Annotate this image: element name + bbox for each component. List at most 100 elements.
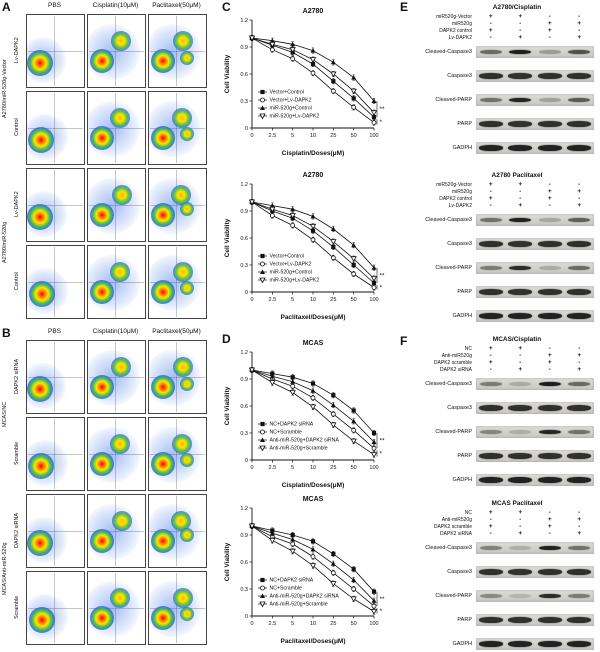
flow-column-header: Paclitaxel(50μM): [152, 2, 201, 9]
flow-group-label: MCAS/Anti-miR-520g: [1, 542, 8, 595]
flow-row-label: Lv-DAPK2: [13, 37, 20, 63]
quadrant-line-horizontal: [150, 454, 205, 455]
blot-band: [478, 641, 503, 647]
blot-strip: [476, 142, 594, 154]
blot-band: [567, 569, 592, 575]
y-tick-label: 0.9: [240, 533, 248, 539]
flow-density-blob: [179, 281, 194, 296]
condition-sign: -: [489, 19, 492, 27]
condition-sign: +: [518, 508, 523, 516]
y-tick-label: 0.6: [240, 236, 248, 242]
y-tick-label: 0.9: [240, 209, 248, 215]
blot-band: [478, 73, 503, 79]
condition-sign: +: [577, 529, 582, 537]
condition-sign: -: [519, 522, 522, 530]
blot-band: [567, 641, 592, 647]
x-tick-label: 5: [291, 297, 294, 303]
condition-label: Anti-miR520g: [441, 353, 472, 359]
blot-band: [508, 121, 533, 127]
blot-title: A2780/Cisplatin: [492, 4, 542, 11]
x-tick-label: 25: [330, 297, 336, 303]
flow-density-blob: [150, 280, 175, 305]
x-tick-label: 50: [351, 297, 357, 303]
flow-density-blob: [28, 452, 55, 479]
series-marker: [351, 271, 357, 277]
flow-density-blob: [150, 529, 175, 554]
panel-e-label: E: [400, 0, 409, 14]
quadrant-line-vertical: [175, 419, 177, 489]
blot-band: [537, 241, 562, 247]
condition-sign: +: [577, 19, 582, 27]
series-marker: [309, 404, 317, 411]
flow-plot: [87, 168, 146, 242]
series-marker: [310, 554, 316, 559]
quadrant-line-horizontal: [28, 282, 83, 283]
series-marker: [309, 223, 317, 230]
blot-strip: [476, 118, 594, 130]
flow-plot: [148, 417, 207, 491]
condition-sign: -: [578, 522, 581, 530]
legend-marker: [260, 585, 265, 591]
flow-density-blob: [27, 49, 53, 76]
legend-label: miR-520g+Lv-DAPK2: [270, 114, 320, 120]
series-marker: [331, 79, 336, 84]
line-chart: MCAS 0 0.3 0.6 0.9 1.2 0 2.5 5 10 25 50 100 Paclitaxe…: [224, 496, 386, 645]
quadrant-line-vertical: [175, 573, 177, 643]
blot-band: [537, 617, 562, 623]
blot-strip: [476, 590, 594, 602]
panel-f: F MCAS/Cisplatin NC + + - - Anti-miR520g - - + + DA…: [398, 334, 600, 652]
condition-sign: -: [519, 515, 522, 523]
condition-sign: -: [519, 194, 522, 202]
legend-marker: [260, 105, 265, 110]
x-tick-label: 5: [291, 621, 294, 627]
flow-density-blob: [173, 30, 194, 51]
flow-density-blob: [111, 184, 132, 205]
condition-label: miR520g-Vector: [436, 14, 472, 20]
flow-plot: [26, 91, 85, 165]
quadrant-line-horizontal: [28, 128, 83, 129]
blot-band: [567, 313, 592, 319]
condition-sign: +: [488, 194, 493, 202]
blot-band: [478, 121, 503, 127]
blot-band: [478, 145, 503, 151]
condition-sign: +: [577, 187, 582, 195]
chart-title: A2780: [303, 8, 324, 15]
blot-band: [479, 265, 502, 271]
series-marker: [370, 276, 378, 282]
condition-sign: -: [519, 26, 522, 34]
flow-density-blob: [109, 433, 130, 454]
flow-density-blob: [28, 126, 55, 153]
series-marker: [351, 577, 357, 582]
flow-density-blob: [179, 377, 194, 392]
axis-label-y: Cell Viability: [224, 218, 231, 257]
condition-sign: +: [547, 351, 552, 359]
x-tick-label: 0: [250, 621, 253, 627]
blot-band: [508, 313, 533, 319]
chart-title: MCAS: [303, 340, 324, 347]
condition-sign: +: [488, 358, 493, 366]
blot-strip: [476, 46, 594, 58]
condition-sign: -: [548, 201, 551, 209]
series-marker: [289, 213, 296, 219]
quadrant-line-horizontal: [89, 128, 144, 129]
blot-band: [538, 49, 561, 55]
flow-density-blob: [179, 528, 194, 543]
blot-band: [567, 145, 592, 151]
x-tick-label: 2.5: [269, 465, 277, 471]
blot-band: [508, 73, 533, 79]
series-marker: [351, 408, 356, 413]
series-marker: [350, 88, 357, 95]
quadrant-line-vertical: [53, 170, 55, 240]
quadrant-line-vertical: [114, 496, 116, 566]
blot-strip: [476, 94, 594, 106]
series-marker: [350, 256, 357, 263]
significance-label: *: [380, 450, 383, 457]
protein-label: GADPH: [452, 477, 472, 483]
significance-label: **: [380, 596, 386, 603]
series-marker: [330, 71, 337, 78]
y-tick-label: 0.9: [240, 45, 248, 51]
axis-label-y: Cell Viability: [224, 386, 231, 425]
flow-density-blob: [150, 606, 175, 631]
series-marker: [269, 203, 275, 208]
condition-sign: -: [578, 194, 581, 202]
